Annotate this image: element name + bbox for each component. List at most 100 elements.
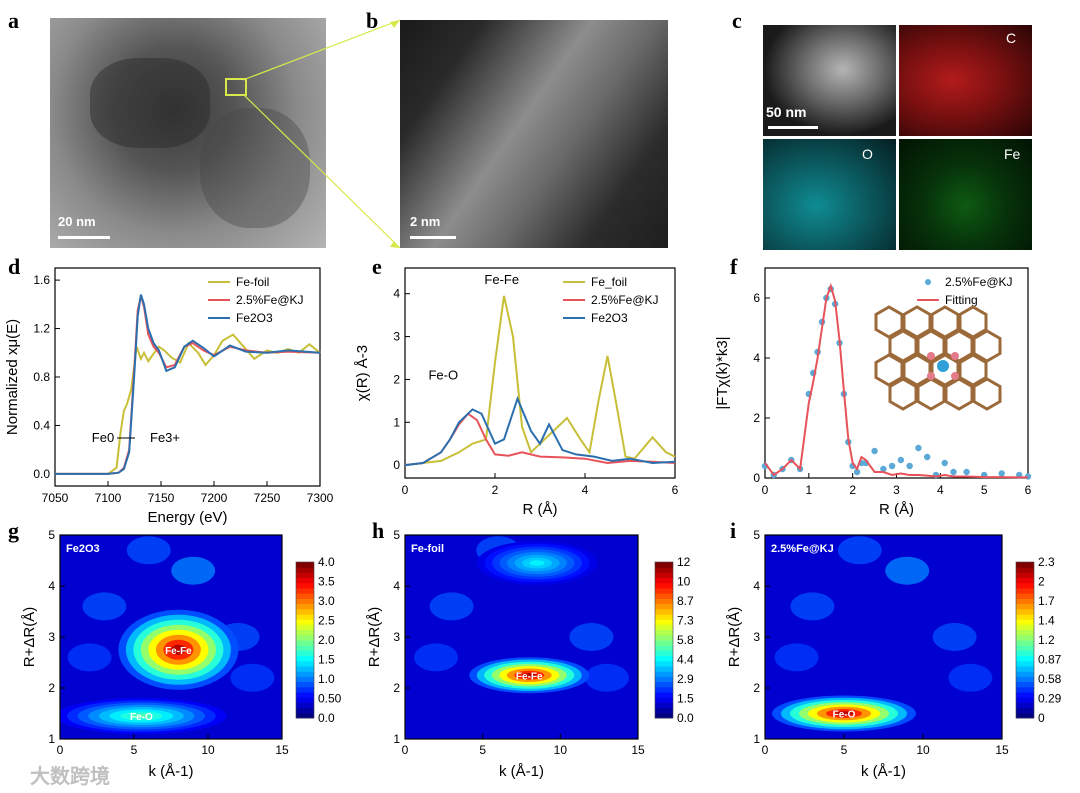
colorbar-segment-h	[655, 582, 673, 589]
structure-ring	[972, 329, 1002, 363]
heatmap-bump-g	[67, 643, 112, 672]
y-tick-label-g: 3	[48, 630, 55, 644]
structure-ring	[874, 305, 904, 339]
y-axis-label-d: Normalized xμ(E)	[4, 319, 21, 435]
colorbar-segment-g	[296, 697, 314, 703]
data-point-f	[888, 462, 896, 470]
colorbar-segment-g	[296, 598, 314, 605]
annotation-fe0: Fe0	[92, 430, 114, 445]
legend-label-d: 2.5%Fe@KJ	[236, 293, 304, 307]
x-tick-label-i: 15	[995, 743, 1009, 757]
colorbar-segment-h	[655, 588, 673, 594]
colorbar-segment-g	[296, 603, 314, 610]
colorbar-segment-i	[1016, 645, 1034, 651]
x-tick-label-h: 0	[402, 743, 409, 757]
x-tick-label-f: 6	[1025, 483, 1032, 497]
panel-d-label: d	[8, 254, 21, 279]
plot-frame-f	[764, 267, 1029, 479]
x-tick-label-d: 7250	[254, 491, 281, 505]
heatmap-field-g	[60, 535, 282, 739]
colorbar-segment-h	[655, 702, 673, 709]
colorbar-segment-g	[296, 577, 314, 584]
data-point-f	[915, 444, 922, 452]
structure-ring	[902, 305, 932, 339]
heatmap-bump-i	[885, 556, 930, 585]
colorbar-label-g: 0.0	[318, 711, 335, 725]
colorbar-label-g: 3.0	[318, 594, 335, 608]
x-tick-label-h: 10	[554, 743, 568, 757]
colorbar-label-i: 0	[1038, 711, 1045, 725]
colorbar-label-i: 0.29	[1038, 692, 1062, 706]
heatmap-bump-h	[414, 643, 459, 672]
y-tick-label-h: 1	[393, 732, 400, 746]
scale-bar-a	[58, 236, 110, 239]
x-tick-label-f: 2	[849, 483, 856, 497]
colorbar-frame-g	[295, 561, 315, 719]
colorbar-segment-i	[1016, 582, 1034, 589]
heatmap-bump-i	[948, 663, 993, 692]
colorbar-segment-h	[655, 660, 673, 667]
y-tick-label-e: 4	[393, 287, 400, 301]
colorbar-segment-g	[296, 650, 314, 657]
colorbar-segment-h	[655, 629, 673, 636]
x-tick-label-h: 15	[631, 743, 645, 757]
panel-a-label: a	[8, 8, 19, 33]
x-axis-label-i: k (Å-1)	[861, 763, 906, 780]
colorbar-segment-i	[1016, 702, 1034, 709]
colorbar-label-i: 2.3	[1038, 555, 1055, 569]
colorbar-label-i: 0.58	[1038, 672, 1062, 686]
annotation-fe3: Fe3+	[150, 430, 180, 445]
y-tick-label-i: 4	[753, 579, 760, 593]
y-tick-label-e: 1	[393, 415, 400, 429]
inset-title-g: Fe2O3	[66, 543, 100, 555]
colorbar-segment-h	[655, 619, 673, 625]
peak-label-i: Fe-O	[833, 710, 856, 721]
colorbar-segment-h	[655, 608, 673, 615]
heatmap-bump-h	[429, 592, 474, 621]
panel-f-label: f	[730, 254, 738, 279]
x-axis-label-f: R (Å)	[879, 501, 914, 518]
colorbar-segment-i	[1016, 650, 1034, 657]
colorbar-segment-g	[296, 676, 314, 683]
heatmap-field-i	[765, 535, 1002, 739]
series-line-f-1	[764, 282, 1028, 479]
legend-label-f: 2.5%Fe@KJ	[945, 275, 1013, 289]
colorbar-segment-i	[1016, 603, 1034, 610]
x-tick-label-g: 0	[57, 743, 64, 757]
y-tick-label-i: 2	[753, 681, 760, 695]
colorbar-segment-h	[655, 666, 673, 672]
colorbar-label-g: 1.0	[318, 672, 335, 686]
y-axis-label-g: R+ΔR(Å)	[21, 607, 38, 667]
legend-label-e: Fe2O3	[591, 311, 628, 325]
x-tick-label-d: 7200	[201, 491, 228, 505]
colorbar-segment-i	[1016, 681, 1034, 688]
data-point-f	[941, 459, 948, 467]
structure-ring	[958, 305, 988, 339]
colorbar-label-h: 1.5	[677, 692, 694, 706]
x-tick-label-e: 6	[672, 483, 679, 497]
scale-text-b: 2 nm	[410, 214, 441, 229]
colorbar-segment-g	[296, 614, 314, 620]
data-point-f	[871, 447, 878, 455]
x-tick-label-g: 15	[275, 743, 289, 757]
x-tick-label-d: 7050	[42, 491, 69, 505]
haadf-image-b	[400, 20, 668, 248]
colorbar-segment-h	[655, 681, 673, 688]
structure-n-atom	[927, 372, 935, 380]
structure-ring	[930, 305, 960, 339]
colorbar-segment-i	[1016, 598, 1034, 605]
colorbar-segment-g	[296, 666, 314, 672]
y-axis-label-h: R+ΔR(Å)	[366, 607, 383, 667]
y-tick-label-i: 1	[753, 732, 760, 746]
panel-h-label: h	[372, 518, 385, 543]
colorbar-label-g: 2.0	[318, 633, 335, 647]
colorbar-label-h: 7.3	[677, 614, 694, 628]
y-tick-label-d: 0.4	[33, 418, 50, 432]
y-tick-label-i: 5	[753, 528, 760, 542]
x-tick-label-f: 5	[981, 483, 988, 497]
colorbar-segment-i	[1016, 640, 1034, 646]
structure-ring	[888, 329, 918, 363]
structure-ring	[972, 377, 1002, 411]
